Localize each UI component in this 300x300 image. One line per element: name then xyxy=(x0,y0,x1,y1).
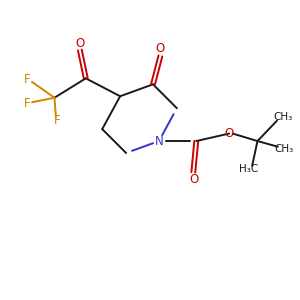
Text: N: N xyxy=(154,134,163,148)
Text: O: O xyxy=(224,127,234,140)
Text: F: F xyxy=(54,114,61,127)
Text: CH₃: CH₃ xyxy=(273,112,292,122)
Text: O: O xyxy=(75,37,85,50)
Text: O: O xyxy=(156,42,165,55)
Text: H₃C: H₃C xyxy=(239,164,258,174)
Text: CH₃: CH₃ xyxy=(275,143,294,154)
Text: F: F xyxy=(24,97,31,110)
Text: F: F xyxy=(24,73,31,86)
Text: O: O xyxy=(189,173,199,186)
